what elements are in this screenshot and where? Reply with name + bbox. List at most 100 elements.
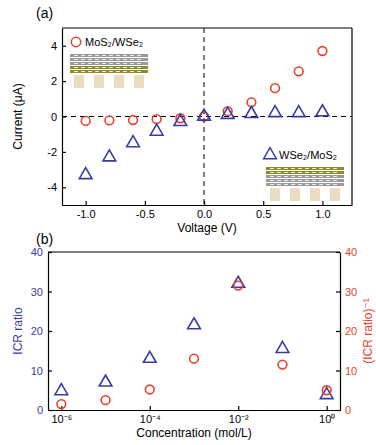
tick-label: 20: [345, 325, 357, 337]
schematic-layer: [70, 54, 148, 57]
tick-label: 2: [51, 75, 57, 87]
schematic-defect: [74, 67, 144, 68]
schematic-pillar: [114, 75, 124, 88]
tick-mark: [322, 201, 323, 205]
tick: 30: [336, 286, 357, 298]
data-point: [221, 107, 234, 118]
data-point: [105, 116, 114, 125]
legend-label: WSe₂/MoS₂: [279, 149, 337, 161]
panel-label: (b): [36, 231, 53, 247]
schematic-layer: [70, 58, 148, 61]
reference-line: [204, 28, 205, 205]
data-point: [271, 84, 280, 93]
data-point: [150, 124, 163, 135]
tick-label: 10: [31, 365, 43, 377]
tick-label: 0: [345, 404, 351, 416]
data-point: [145, 385, 154, 394]
frame-line: [62, 27, 352, 28]
data-point: [234, 281, 243, 290]
x-axis: -1.0 -0.5 0.0 0.5 1.0: [63, 201, 353, 220]
tick-mark: [48, 410, 52, 411]
schematic-layer: [266, 167, 344, 170]
tick: -0.5: [136, 201, 155, 220]
panel: -1.0-0.50.00.51.0-4-2024MoS₂/WSe₂WSe₂/Mo…: [11, 5, 353, 235]
schematic-pillar: [310, 188, 320, 201]
tick-mark: [62, 152, 66, 153]
tick-mark: [150, 406, 151, 410]
schematic-layer: [266, 179, 344, 182]
panel-label: (a): [36, 5, 53, 21]
schematic-layer: [70, 62, 148, 65]
tick: 0: [336, 404, 351, 416]
tick: -4: [47, 181, 66, 193]
tick-mark: [263, 201, 264, 205]
tick: 20: [336, 325, 357, 337]
data-point: [99, 375, 112, 386]
tick-label: -0.5: [136, 208, 155, 220]
schematic-pillar: [270, 188, 280, 201]
data-point: [129, 116, 138, 125]
plot-area: [62, 28, 352, 205]
tick-label: 40: [345, 246, 357, 258]
data-point: [322, 386, 331, 395]
tick-mark: [48, 291, 52, 292]
data-point: [269, 106, 282, 117]
schematic-layer: [70, 70, 148, 73]
axis-line: [340, 253, 341, 411]
y2-axis: 010203040: [336, 246, 357, 416]
tick-label: 10⁻²: [229, 413, 249, 425]
schematic-defect: [270, 172, 340, 173]
tick-label: 10⁻⁶: [51, 413, 72, 425]
data-point: [292, 106, 305, 117]
tick-label: 0: [37, 404, 43, 416]
tick: 2: [51, 75, 66, 87]
device-schematic: [70, 54, 148, 88]
tick-mark: [336, 370, 340, 371]
tick-mark: [48, 252, 52, 253]
tick-label: 10⁰: [319, 413, 335, 425]
tick-label: 40: [31, 246, 43, 258]
tick-label: -2: [47, 146, 57, 158]
tick-mark: [62, 187, 66, 188]
tick: -2: [47, 146, 66, 158]
data-point: [79, 168, 92, 179]
tick: 10⁻²: [229, 406, 249, 425]
tick-mark: [145, 201, 146, 205]
tick-label: 20: [31, 325, 43, 337]
tick-label: 30: [31, 286, 43, 298]
schematic-layer: [266, 183, 344, 186]
axis-line: [49, 410, 341, 411]
tick-mark: [327, 406, 328, 410]
schematic-layer: [266, 171, 344, 174]
schematic-layer: [266, 175, 344, 178]
legend-marker: [264, 148, 277, 159]
figure: -1.0 -0.5 0.0 0.5 1.0 -4 -2 0 2 4 MoS₂/WSe₂ WSe₂/Mo…: [0, 0, 376, 445]
legend-label: MoS₂/WSe₂: [85, 36, 143, 48]
schematic-defect: [270, 180, 340, 181]
tick-mark: [336, 291, 340, 292]
data-point: [245, 107, 258, 118]
x-axis-title: Concentration (mol/L): [136, 426, 251, 440]
data-point: [55, 384, 68, 395]
schematic-defect: [270, 176, 340, 177]
tick-mark: [336, 252, 340, 253]
data-point: [101, 396, 110, 405]
schematic-pillar: [74, 75, 84, 88]
tick: 1.0: [315, 201, 330, 220]
tick: 40: [31, 246, 52, 258]
series: [55, 276, 333, 398]
tick-mark: [86, 201, 87, 205]
tick: 30: [31, 286, 52, 298]
tick: -1.0: [77, 201, 96, 220]
legend-entry: WSe₂/MoS₂: [264, 148, 344, 201]
tick-label: 4: [51, 40, 57, 52]
schematic-defect: [74, 55, 144, 56]
data-point: [294, 67, 303, 76]
data-point: [198, 109, 211, 120]
schematic-defect: [74, 59, 144, 60]
tick-label: 0.0: [197, 208, 212, 220]
y-axis: 0 10 20 30 40: [31, 246, 52, 416]
tick: 0.5: [256, 201, 271, 220]
axis-line: [63, 205, 353, 206]
schematic-defect: [270, 168, 340, 169]
